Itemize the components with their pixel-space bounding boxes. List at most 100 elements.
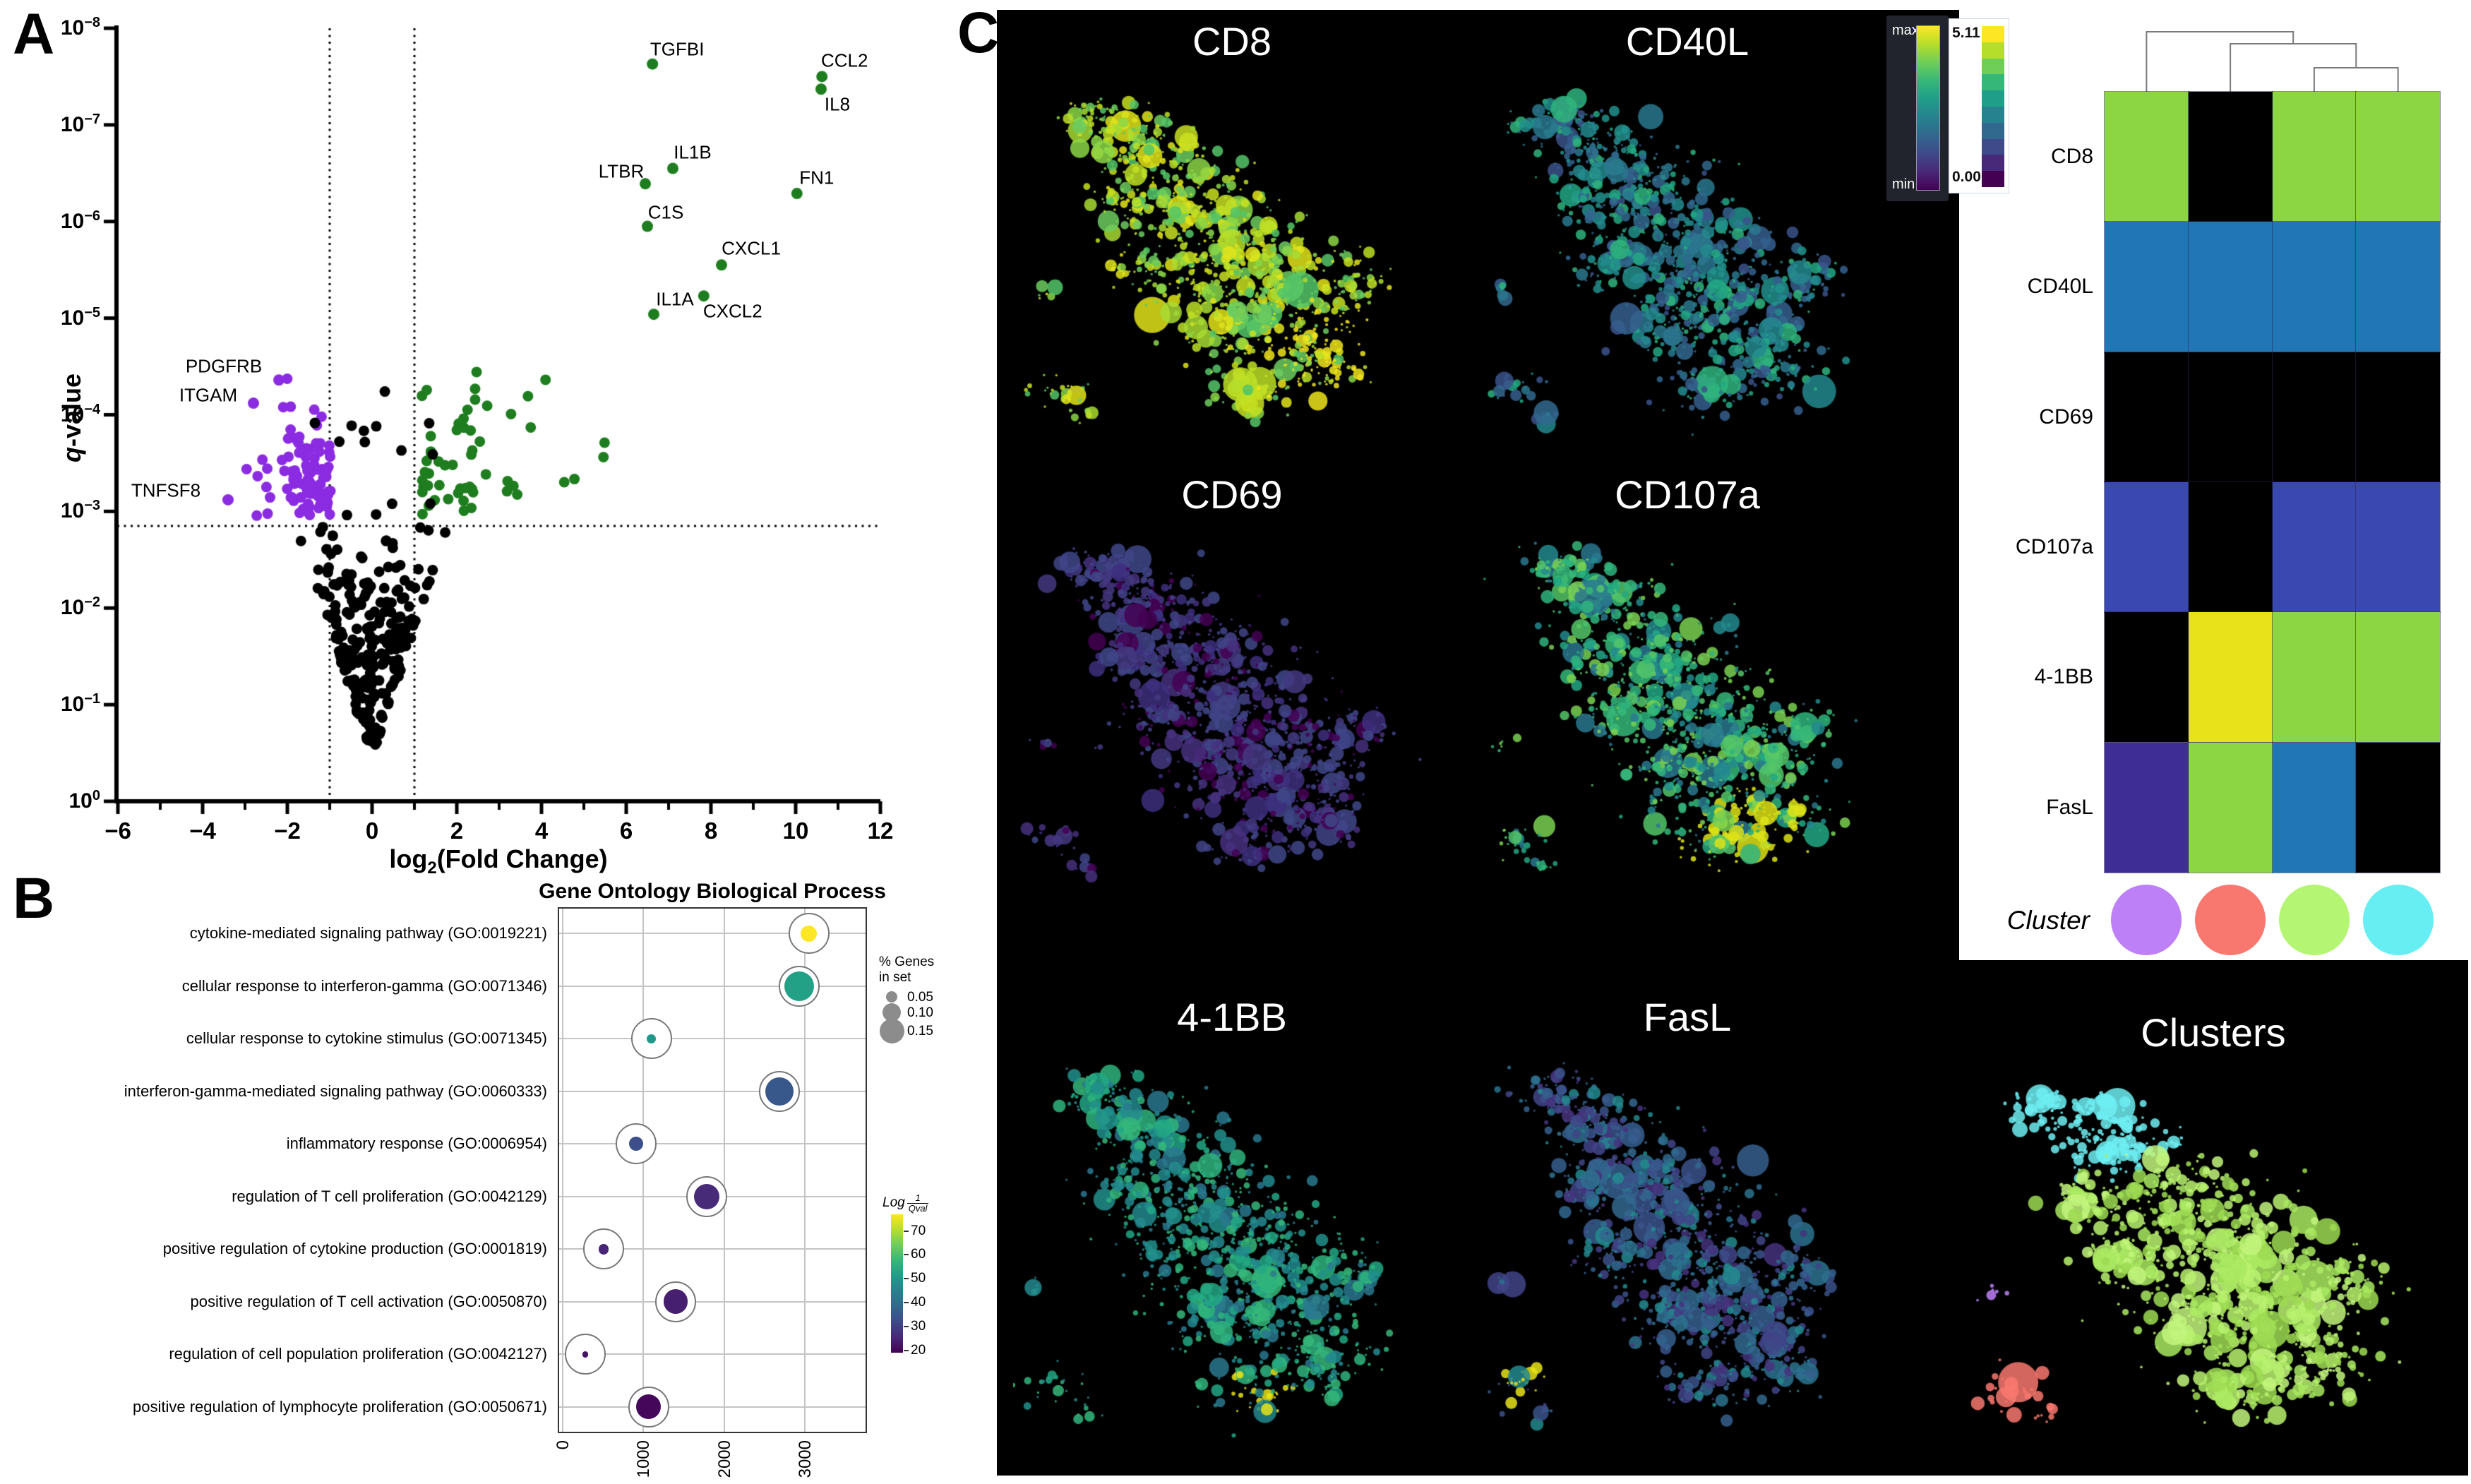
go-term-label: positive regulation of T cell activation… [190, 1292, 547, 1310]
heatmap-cell-FasL-2 [2187, 741, 2273, 873]
heatmap-cell-CD107a-1 [2104, 481, 2189, 614]
heatmap-cell-CD69-2 [2187, 351, 2273, 483]
volcano-plot-canvas [0, 0, 939, 868]
heatmap-cell-4-1BB-2 [2187, 611, 2273, 743]
map-title-fasl: FasL [1643, 995, 1732, 1039]
heatmap-colorbar-min-value: 0.00 [1952, 169, 1981, 185]
go-term-label: interferon-gamma-mediated signaling path… [124, 1082, 547, 1100]
heatmap-cell-CD69-3 [2271, 351, 2357, 483]
heatmap-colorbar-cell [1982, 107, 2004, 123]
heatmap-cell-4-1BB-1 [2104, 611, 2189, 743]
go-x-tick: 0 [554, 1440, 573, 1450]
gene-label-CCL2: CCL2 [820, 49, 868, 71]
heatmap-colorbar: 5.11 0.00 [1949, 18, 2009, 193]
dendrogram-link [2313, 67, 2399, 92]
heatmap-row-label: CD40L [2027, 275, 2093, 299]
go-color-legend-value: 20 [911, 1342, 926, 1358]
go-color-legend-tick [904, 1349, 909, 1351]
heatmap-row-label: CD69 [2039, 405, 2093, 429]
volcano-x-tick: 4 [534, 818, 549, 844]
volcano-y-tick: 10−6 [60, 208, 100, 233]
go-term-label: cellular response to cytokine stimulus (… [186, 1029, 547, 1048]
go-gridline [559, 933, 866, 935]
go-color-legend-tick [904, 1302, 909, 1304]
go-color-legend-tick [904, 1325, 909, 1327]
volcano-x-tick: 6 [619, 818, 633, 844]
go-gridline [559, 1248, 866, 1250]
volcano-y-tick: 10−1 [60, 691, 100, 717]
map-title-cd107a: CD107a [1615, 472, 1760, 517]
heatmap-colorbar-cell [1982, 138, 2004, 155]
gene-label-IL1B: IL1B [674, 141, 712, 163]
size-legend-circle [886, 991, 897, 1003]
go-term-dot [663, 1289, 688, 1315]
heatmap-row-label: CD8 [2050, 145, 2093, 169]
go-term-label: inflammatory response (GO:0006954) [286, 1135, 547, 1153]
volcano-x-tick: −4 [189, 818, 216, 844]
volcano-x-tick: 2 [450, 818, 464, 844]
cluster-color-dot-2 [2195, 885, 2266, 955]
expression-map-cd69 [1013, 522, 1451, 918]
volcano-y-tick: 10−5 [60, 304, 100, 330]
map-title-cd69: CD69 [1181, 472, 1283, 517]
go-term-dot [765, 1077, 794, 1106]
gene-label-ITGAM: ITGAM [179, 384, 238, 406]
gene-label-IL1A: IL1A [656, 288, 694, 310]
expression-map-cd40l [1476, 71, 1899, 466]
gene-label-IL8: IL8 [824, 93, 851, 115]
heatmap-colorbar-max-value: 5.11 [1952, 25, 1980, 41]
go-gridline [559, 1090, 866, 1092]
go-color-legend-value: 60 [911, 1247, 926, 1262]
volcano-y-tick: 10−2 [60, 594, 100, 620]
gene-label-TGFBI: TGFBI [650, 38, 705, 60]
volcano-x-tick: −2 [274, 818, 301, 844]
heatmap-colorbar-cell [1982, 74, 2004, 91]
panel-c-label: C [957, 1, 1000, 65]
volcano-y-tick: 10−8 [60, 15, 100, 40]
heatmap-cell-CD8-2 [2187, 90, 2273, 223]
size-legend-value: 0.10 [907, 1005, 933, 1020]
go-term-dot [801, 925, 818, 942]
heatmap-cell-CD107a-3 [2271, 481, 2357, 614]
gene-label-CXCL2: CXCL2 [702, 300, 762, 322]
go-gridline [559, 1300, 866, 1303]
expression-map-fasl [1476, 1045, 1899, 1468]
go-term-label: positive regulation of lymphocyte prolif… [133, 1397, 547, 1416]
go-color-legend-tick [904, 1254, 909, 1256]
go-color-legend-value: 50 [911, 1271, 926, 1286]
heatmap-row-label: CD107a [2015, 535, 2093, 559]
heatmap-cell-CD107a-2 [2187, 481, 2273, 614]
volcano-y-tick: 10−3 [60, 498, 100, 523]
go-plot-frame [558, 907, 867, 1433]
expression-map-clusters [1963, 1063, 2464, 1472]
go-term-ring [788, 913, 830, 955]
gene-label-PDGFRB: PDGFRB [185, 355, 263, 377]
heatmap-cell-4-1BB-3 [2271, 611, 2357, 743]
volcano-y-tick: 10−7 [60, 111, 100, 136]
go-x-tick: 1000 [634, 1440, 654, 1478]
go-color-legend-tick [904, 1230, 909, 1232]
heatmap-colorbar-cell [1982, 171, 2004, 187]
heatmap-colorbar-cells [1982, 26, 2004, 187]
heatmap-cell-CD8-1 [2104, 90, 2189, 223]
go-x-tick: 3000 [795, 1440, 815, 1478]
expression-colorbar: max min [1886, 16, 1949, 201]
heatmap-row-label: 4-1BB [2034, 665, 2093, 689]
go-term-dot [784, 971, 814, 1001]
gene-label-LTBR: LTBR [598, 160, 645, 182]
heatmap-colorbar-cell [1982, 155, 2004, 172]
volcano-x-tick: 8 [704, 818, 718, 844]
expression-map-4-1bb [1013, 1045, 1451, 1468]
go-color-legend-value: 40 [911, 1295, 926, 1310]
map-title-4-1bb: 4-1BB [1177, 995, 1287, 1039]
size-legend-circle [879, 1018, 904, 1043]
go-color-legend-title: Log 1 Qval [882, 1192, 929, 1214]
heatmap-cell-CD40L-3 [2271, 221, 2357, 353]
map-title-clusters: Clusters [2141, 1010, 2286, 1055]
go-gridline [562, 909, 563, 1432]
go-term-dot [636, 1394, 662, 1420]
go-gridline [559, 1406, 866, 1408]
go-term-label: regulation of T cell proliferation (GO:0… [232, 1187, 547, 1205]
volcano-y-tick: 100 [68, 788, 101, 813]
